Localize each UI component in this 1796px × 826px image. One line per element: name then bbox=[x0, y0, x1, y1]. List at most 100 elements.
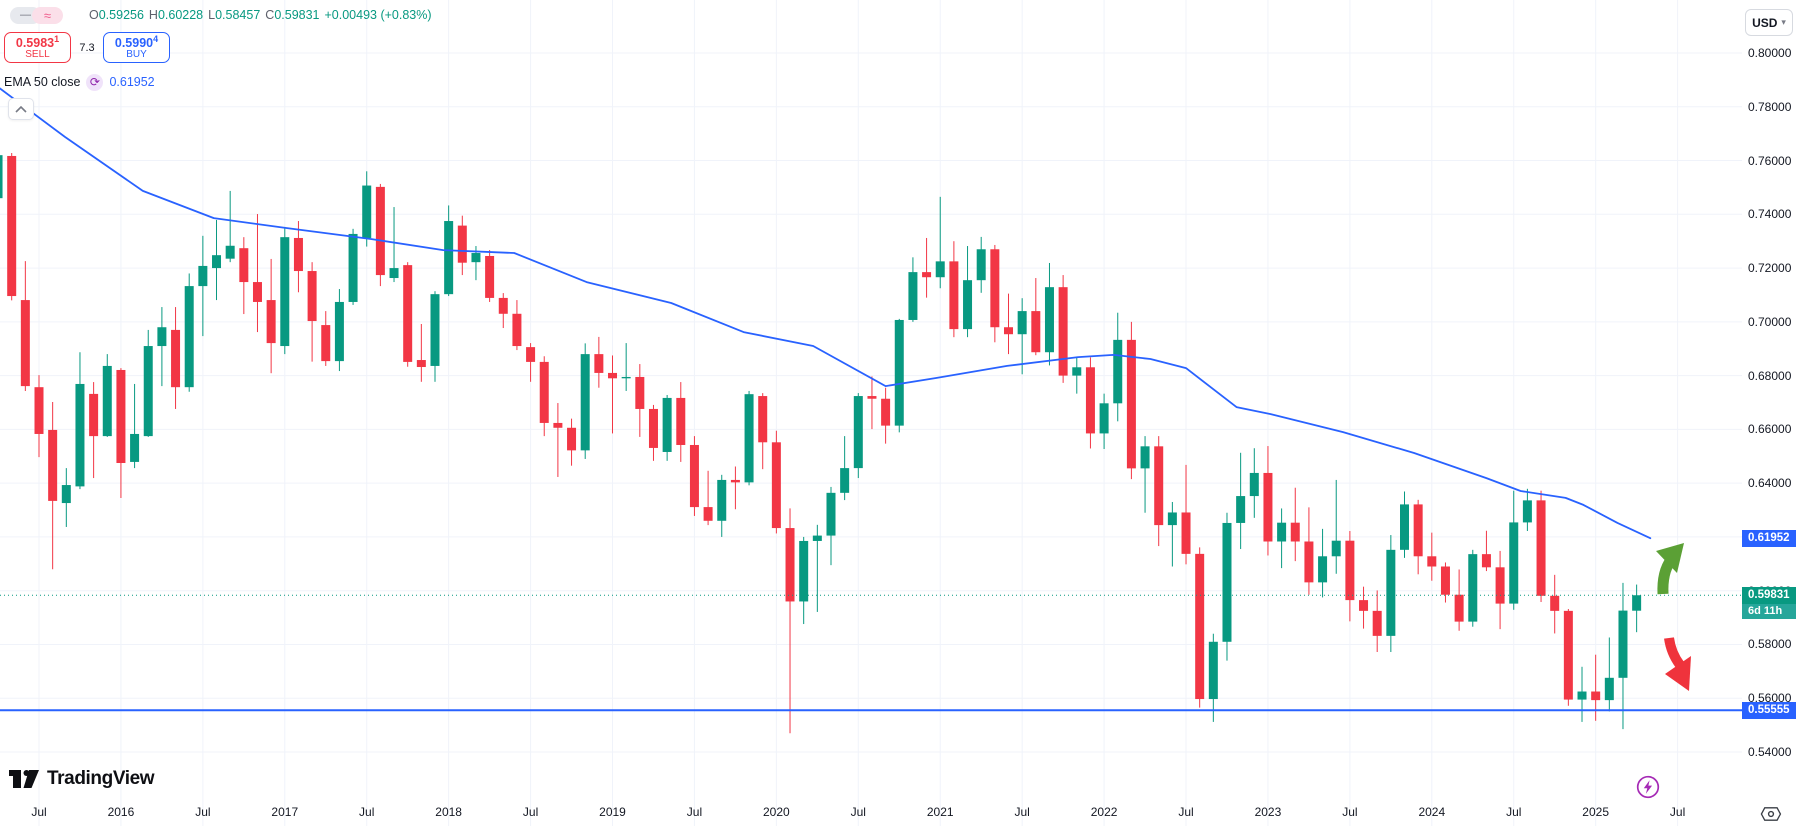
candle-body bbox=[20, 300, 30, 387]
candle-body bbox=[1509, 522, 1519, 604]
time-tick-label: Jul bbox=[1669, 805, 1686, 819]
candle-body bbox=[252, 282, 262, 302]
collapse-legend-button[interactable] bbox=[8, 98, 34, 120]
candle-body bbox=[1140, 446, 1150, 469]
candle-body bbox=[1331, 540, 1341, 557]
ema-price-label: 0.61952 bbox=[1742, 529, 1796, 547]
candle-body bbox=[1004, 327, 1014, 335]
candle-body bbox=[567, 427, 577, 451]
up-arrow-head[interactable] bbox=[1656, 543, 1684, 573]
time-tick-label: 2023 bbox=[1254, 805, 1282, 819]
time-tick-label: Jul bbox=[1506, 805, 1522, 819]
candle-body bbox=[1195, 553, 1205, 700]
candle-body bbox=[1290, 522, 1300, 542]
candle-body bbox=[580, 354, 590, 451]
currency-value: USD bbox=[1752, 15, 1778, 30]
down-arrow-drawing[interactable] bbox=[1664, 637, 1685, 668]
refresh-icon[interactable]: ⟳ bbox=[86, 73, 104, 91]
candle-body bbox=[935, 261, 945, 278]
chevron-down-icon: ▾ bbox=[1781, 17, 1786, 27]
indicator-legend-ema50[interactable]: EMA 50 close ⟳ 0.61952 bbox=[2, 72, 155, 92]
lightning-button[interactable] bbox=[1636, 775, 1660, 799]
chevron-up-icon bbox=[15, 105, 27, 113]
candle-body bbox=[1154, 446, 1164, 526]
candle-body bbox=[771, 442, 781, 529]
candle-body bbox=[894, 319, 904, 426]
candle-body bbox=[375, 186, 385, 276]
candle-body bbox=[1345, 540, 1355, 601]
currency-selector[interactable]: USD ▾ bbox=[1745, 9, 1793, 36]
price-tick-label: 0.54000 bbox=[1748, 745, 1792, 759]
candle-body bbox=[1550, 595, 1560, 611]
candle-body bbox=[621, 376, 631, 379]
candle-body bbox=[102, 365, 112, 437]
candle-body bbox=[539, 361, 549, 423]
candle-body bbox=[1386, 549, 1396, 636]
price-tick-label: 0.76000 bbox=[1748, 153, 1792, 168]
candle-body bbox=[1577, 691, 1587, 700]
candle-body bbox=[485, 255, 495, 298]
down-arrow-head[interactable] bbox=[1665, 656, 1691, 691]
candle-body bbox=[990, 249, 1000, 328]
indicator-name: EMA 50 close bbox=[4, 75, 81, 89]
candle-body bbox=[526, 347, 536, 362]
candle-body bbox=[1400, 504, 1409, 550]
sell-button[interactable]: 0.59831 SELL bbox=[4, 32, 71, 63]
candle-body bbox=[307, 271, 317, 322]
candle-body bbox=[1263, 472, 1273, 542]
candle-body bbox=[1031, 311, 1041, 353]
candle-body bbox=[648, 408, 658, 448]
time-tick-label: 2021 bbox=[926, 805, 954, 819]
candle-body bbox=[362, 185, 372, 238]
price-tick-label: 0.66000 bbox=[1748, 422, 1792, 437]
candle-body bbox=[75, 383, 85, 487]
candle-body bbox=[1563, 610, 1573, 700]
time-tick-label: 2017 bbox=[271, 805, 299, 819]
candle-body bbox=[1072, 367, 1082, 376]
candle-body bbox=[1618, 610, 1628, 678]
candle-body bbox=[1604, 677, 1614, 701]
candle-body bbox=[61, 485, 71, 504]
candle-body bbox=[444, 221, 454, 295]
candle-body bbox=[703, 507, 713, 521]
price-tick-label: 0.72000 bbox=[1748, 261, 1792, 276]
candle-body bbox=[963, 280, 973, 330]
candle-body bbox=[116, 369, 126, 463]
time-tick-label: Jul bbox=[31, 805, 47, 819]
candle-body bbox=[239, 248, 249, 283]
buy-button[interactable]: 0.59904 BUY bbox=[103, 32, 170, 63]
candle-body bbox=[1427, 556, 1437, 567]
last-price-label: 0.59831 bbox=[1742, 586, 1796, 604]
candle-body bbox=[1249, 472, 1259, 497]
candle-body bbox=[498, 297, 508, 314]
candle-body bbox=[143, 346, 153, 437]
candle-body bbox=[157, 327, 167, 347]
candle-body bbox=[1536, 500, 1546, 596]
candle-body bbox=[785, 528, 795, 602]
candle-body bbox=[1359, 600, 1369, 611]
symbol-legend[interactable]: — ≈ O0.59256 H0.60228 L0.58457 C0.59831 … bbox=[10, 6, 432, 24]
candle-body bbox=[853, 396, 863, 469]
candle-body bbox=[184, 286, 194, 388]
candle-body bbox=[48, 429, 58, 501]
time-tick-label: Jul bbox=[195, 805, 211, 819]
axis-settings-icon[interactable] bbox=[1760, 805, 1782, 823]
time-tick-label: Jul bbox=[1342, 805, 1358, 819]
price-tick-label: 0.74000 bbox=[1748, 207, 1792, 222]
bar-countdown-label: 6d 11h bbox=[1742, 603, 1796, 619]
price-tick-label: 0.70000 bbox=[1748, 314, 1792, 329]
wave-equals-pill-icon[interactable]: ≈ bbox=[32, 6, 63, 24]
level-price-label[interactable]: 0.55555 bbox=[1742, 701, 1796, 719]
candle-body bbox=[512, 313, 522, 347]
candle-body bbox=[334, 301, 344, 362]
candle-body bbox=[1277, 522, 1287, 542]
change-value: +0.00493 (+0.83%) bbox=[324, 8, 432, 22]
candle-body bbox=[1044, 287, 1054, 353]
candle-body bbox=[416, 360, 426, 368]
spread-value: 7.3 bbox=[79, 41, 95, 54]
candle-body bbox=[1440, 566, 1450, 595]
candle-body bbox=[1481, 554, 1491, 568]
tradingview-logo[interactable]: TradingView bbox=[8, 767, 155, 791]
ema-50-line[interactable] bbox=[0, 87, 1652, 540]
